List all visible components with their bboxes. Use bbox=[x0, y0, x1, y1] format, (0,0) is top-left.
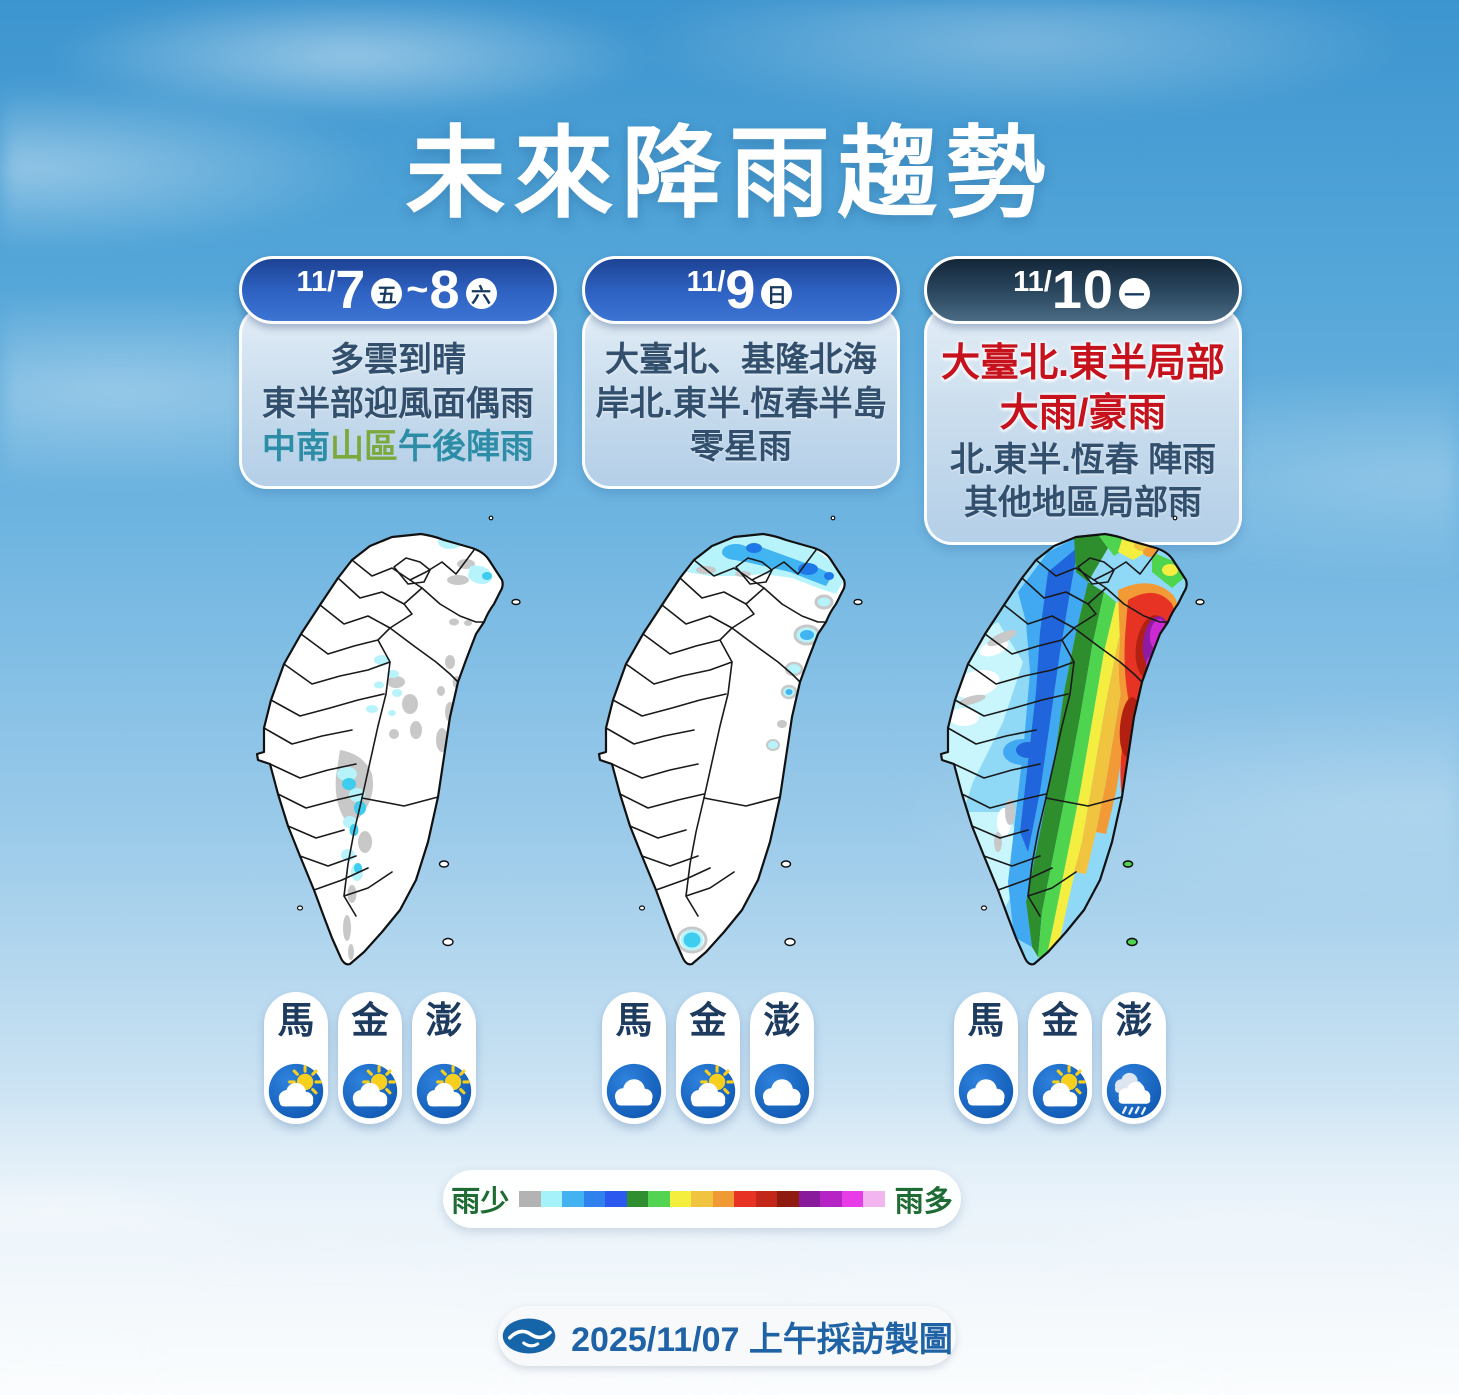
date-day: 8 bbox=[429, 260, 461, 320]
cloudy-icon bbox=[753, 1062, 811, 1120]
forecast-line: 大臺北、基隆北海 bbox=[605, 341, 877, 379]
island-label: 金 bbox=[1041, 1000, 1079, 1041]
date-day: 9 bbox=[725, 260, 757, 320]
partly-cloudy-icon bbox=[341, 1062, 399, 1120]
forecast-line: 北.東半.恆春 陣雨 bbox=[949, 440, 1217, 479]
island-label: 馬 bbox=[277, 1000, 315, 1041]
legend-more-label: 雨多 bbox=[894, 1186, 953, 1218]
outlying-islands-group-1110: 馬 金 澎 bbox=[954, 992, 1166, 1124]
forecast-text-box: 大臺北、基隆北海 岸北.東半.恆春半島 零星雨 bbox=[582, 306, 900, 489]
island-label: 金 bbox=[351, 1000, 389, 1041]
island-penghu: 澎 bbox=[750, 992, 814, 1124]
legend-swatch bbox=[540, 1191, 563, 1207]
outlying-islands-group-1109: 馬 金 澎 bbox=[602, 992, 814, 1124]
island-label: 金 bbox=[689, 1000, 727, 1041]
partly-cloudy-icon bbox=[267, 1062, 325, 1120]
rainfall-map-1110 bbox=[928, 512, 1248, 990]
island-kinmen: 金 bbox=[1028, 992, 1092, 1124]
island-label: 澎 bbox=[425, 1000, 463, 1041]
forecast-line: 多雲到晴 bbox=[330, 341, 466, 379]
forecast-warning-line: 大雨/豪雨 bbox=[999, 391, 1167, 435]
legend-swatch bbox=[734, 1191, 756, 1207]
legend-swatch bbox=[712, 1191, 735, 1207]
date-month: 11/ bbox=[1013, 266, 1052, 298]
date-header-1107-1108: 11/ 7 五 ~ 8 六 bbox=[239, 256, 557, 324]
island-penghu: 澎 bbox=[412, 992, 476, 1124]
forecast-line: 其他地區局部雨 bbox=[964, 484, 1202, 523]
legend-swatch bbox=[755, 1191, 778, 1207]
legend-swatch bbox=[841, 1191, 864, 1207]
rainfall-map-1107-1108 bbox=[244, 512, 564, 990]
forecast-warning-line: 大臺北.東半局部 bbox=[941, 342, 1225, 385]
legend-swatch bbox=[648, 1191, 670, 1207]
date-header-1109: 11/ 9 日 bbox=[582, 256, 900, 324]
forecast-text-box: 多雲到晴 東半部迎風面偶雨 中南山區午後陣雨 bbox=[239, 306, 557, 489]
date-separator: ~ bbox=[406, 268, 429, 311]
island-matsu: 馬 bbox=[264, 992, 328, 1124]
forecast-line: 岸北.東半.恆春半島 bbox=[595, 384, 887, 423]
island-penghu: 澎 bbox=[1102, 992, 1166, 1124]
page-title: 未來降雨趨勢 bbox=[405, 118, 1054, 230]
legend-swatch bbox=[583, 1191, 606, 1207]
cloudy-icon bbox=[605, 1062, 663, 1120]
legend-swatch bbox=[691, 1191, 713, 1207]
legend-swatch bbox=[863, 1191, 885, 1207]
outlying-islands-group-1107-1108: 馬 金 澎 bbox=[264, 992, 476, 1124]
forecast-line: 零星雨 bbox=[690, 428, 792, 467]
legend-swatch bbox=[626, 1191, 649, 1207]
island-label: 馬 bbox=[967, 1000, 1005, 1041]
island-label: 馬 bbox=[615, 1000, 653, 1041]
forecast-line: 中南山區午後陣雨 bbox=[262, 428, 534, 467]
weekday-badge: 一 bbox=[1118, 277, 1150, 309]
legend-swatch bbox=[798, 1191, 821, 1207]
rain-icon bbox=[1105, 1062, 1163, 1120]
footer-date-text: 2025/11/07 上午採訪製圖 bbox=[571, 1320, 953, 1359]
rainfall-legend: 雨少 雨多 bbox=[443, 1170, 961, 1228]
island-kinmen: 金 bbox=[676, 992, 740, 1124]
island-matsu: 馬 bbox=[602, 992, 666, 1124]
date-day: 7 bbox=[335, 260, 367, 320]
legend-swatch bbox=[777, 1191, 799, 1207]
weekday-badge: 五 bbox=[371, 277, 403, 309]
legend-swatch bbox=[519, 1191, 541, 1207]
legend-less-label: 雨少 bbox=[451, 1186, 510, 1218]
date-header-1110: 11/ 10 一 bbox=[924, 256, 1242, 324]
weekday-badge: 六 bbox=[465, 277, 497, 309]
date-day: 10 bbox=[1051, 260, 1114, 320]
forecast-panel-1110: 11/ 10 一 大臺北.東半局部 大雨/豪雨 北.東半.恆春 陣雨 其他地區局… bbox=[924, 256, 1242, 545]
island-kinmen: 金 bbox=[338, 992, 402, 1124]
forecast-panel-1107-1108: 11/ 7 五 ~ 8 六 多雲到晴 東半部迎風面偶雨 中南山區午後陣雨 bbox=[239, 256, 557, 489]
forecast-line: 東半部迎風面偶雨 bbox=[262, 384, 534, 423]
date-month: 11/ bbox=[686, 266, 726, 298]
legend-swatch bbox=[605, 1191, 627, 1207]
cloudy-icon bbox=[957, 1062, 1015, 1120]
island-matsu: 馬 bbox=[954, 992, 1018, 1124]
cwa-logo-icon bbox=[501, 1316, 557, 1356]
legend-color-scale bbox=[519, 1191, 885, 1207]
partly-cloudy-icon bbox=[415, 1062, 473, 1120]
forecast-text-box: 大臺北.東半局部 大雨/豪雨 北.東半.恆春 陣雨 其他地區局部雨 bbox=[924, 306, 1242, 545]
legend-swatch bbox=[820, 1191, 842, 1207]
footer-credit: 2025/11/07 上午採訪製圖 bbox=[498, 1306, 956, 1366]
partly-cloudy-icon bbox=[679, 1062, 737, 1120]
partly-cloudy-icon bbox=[1031, 1062, 1089, 1120]
date-month: 11/ bbox=[296, 266, 336, 298]
weekday-badge: 日 bbox=[761, 277, 793, 309]
forecast-panel-1109: 11/ 9 日 大臺北、基隆北海 岸北.東半.恆春半島 零星雨 bbox=[582, 256, 900, 489]
legend-swatch bbox=[562, 1191, 584, 1207]
island-label: 澎 bbox=[1115, 1000, 1153, 1041]
rainfall-map-1109 bbox=[586, 512, 906, 990]
legend-swatch bbox=[669, 1191, 692, 1207]
island-label: 澎 bbox=[763, 1000, 801, 1041]
